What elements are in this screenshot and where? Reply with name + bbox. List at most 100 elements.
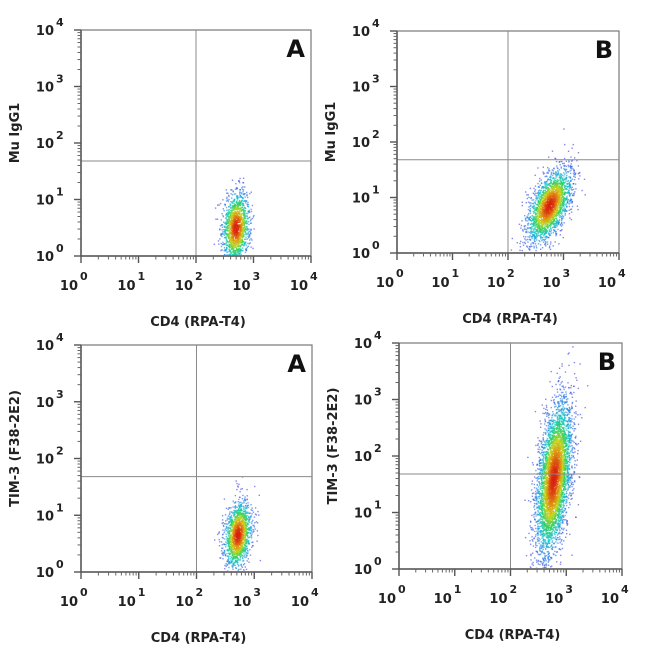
event-dot	[532, 210, 534, 213]
event-dot	[229, 517, 232, 520]
event-dot	[237, 545, 239, 548]
event-dot	[222, 216, 225, 218]
event-dot	[551, 204, 554, 206]
event-dot	[231, 225, 233, 227]
event-dot	[248, 216, 250, 219]
event-dot	[232, 547, 234, 549]
event-dot	[544, 183, 547, 185]
event-dot	[239, 191, 241, 194]
event-dot	[243, 230, 245, 232]
event-dot	[568, 187, 570, 190]
event-dot	[555, 234, 557, 237]
event-dot	[531, 242, 534, 244]
event-dot	[553, 187, 556, 189]
event-dot	[543, 220, 545, 222]
event-dot	[553, 168, 555, 170]
event-dot	[542, 231, 544, 234]
event-dot	[533, 218, 535, 220]
event-dot	[533, 207, 535, 210]
event-dot	[235, 253, 237, 255]
event-dot	[231, 565, 234, 567]
event-dot	[247, 201, 249, 203]
event-dot	[238, 498, 240, 501]
event-dot	[547, 184, 550, 186]
event-dot	[225, 226, 228, 228]
event-dot	[245, 506, 247, 509]
event-dot	[222, 558, 224, 560]
event-dot	[525, 220, 527, 222]
event-dot	[550, 185, 552, 187]
event-dot	[239, 238, 241, 240]
event-dot	[540, 230, 542, 233]
event-dot	[232, 231, 234, 233]
event-dot	[231, 558, 233, 560]
event-dot	[236, 482, 238, 485]
event-dot	[531, 226, 533, 228]
event-dot	[236, 217, 238, 220]
event-dot	[553, 176, 555, 179]
event-dot	[223, 237, 226, 239]
event-dot	[558, 193, 560, 195]
event-dot	[554, 241, 556, 243]
event-dot	[231, 517, 233, 519]
event-dot	[225, 200, 228, 202]
event-dot	[238, 554, 240, 556]
event-dot	[240, 253, 242, 255]
event-dot	[538, 239, 540, 242]
event-dot	[543, 218, 546, 221]
event-dot	[227, 200, 229, 203]
event-dot	[563, 204, 566, 206]
event-dot	[549, 213, 552, 216]
event-dot	[252, 519, 254, 522]
event-dot	[240, 226, 242, 228]
event-dot	[227, 560, 229, 562]
event-dot	[549, 207, 551, 209]
event-dot	[540, 225, 542, 227]
event-dot	[532, 215, 534, 217]
event-dot	[229, 507, 231, 509]
event-dot	[247, 518, 249, 521]
event-dot	[539, 230, 541, 232]
event-dot	[550, 204, 552, 206]
event-dot	[559, 209, 561, 211]
event-dot	[564, 210, 566, 213]
event-dot	[549, 234, 552, 236]
event-dot	[542, 207, 545, 209]
event-dot	[553, 219, 555, 221]
event-dot	[573, 174, 575, 176]
event-dot	[549, 209, 551, 211]
event-dot	[236, 522, 238, 524]
event-dot	[233, 253, 236, 255]
event-dot	[546, 224, 548, 226]
event-dot	[533, 216, 535, 218]
event-dot	[239, 218, 241, 220]
event-dot	[246, 194, 248, 197]
event-dot	[232, 500, 234, 502]
event-dot	[238, 213, 240, 215]
event-dot	[561, 208, 563, 210]
tick-base: 10	[36, 24, 54, 39]
event-dot	[551, 205, 553, 208]
event-dot	[241, 537, 243, 539]
event-dot	[546, 186, 548, 189]
event-dot	[539, 200, 542, 202]
event-dot	[223, 243, 226, 245]
event-dot	[540, 217, 542, 219]
event-dot	[541, 201, 543, 203]
event-dot	[232, 235, 235, 238]
event-dot	[542, 187, 545, 189]
event-dot	[552, 232, 554, 234]
event-dot	[233, 532, 236, 534]
event-dot	[568, 194, 571, 197]
event-dot	[548, 196, 551, 198]
event-dot	[224, 203, 226, 206]
event-dot	[557, 223, 559, 226]
event-dot	[250, 537, 253, 539]
event-dot	[250, 509, 252, 511]
event-dot	[554, 206, 556, 208]
event-dot	[535, 203, 537, 206]
event-dot	[232, 212, 234, 215]
event-dot	[228, 230, 230, 232]
event-dot	[232, 558, 234, 560]
